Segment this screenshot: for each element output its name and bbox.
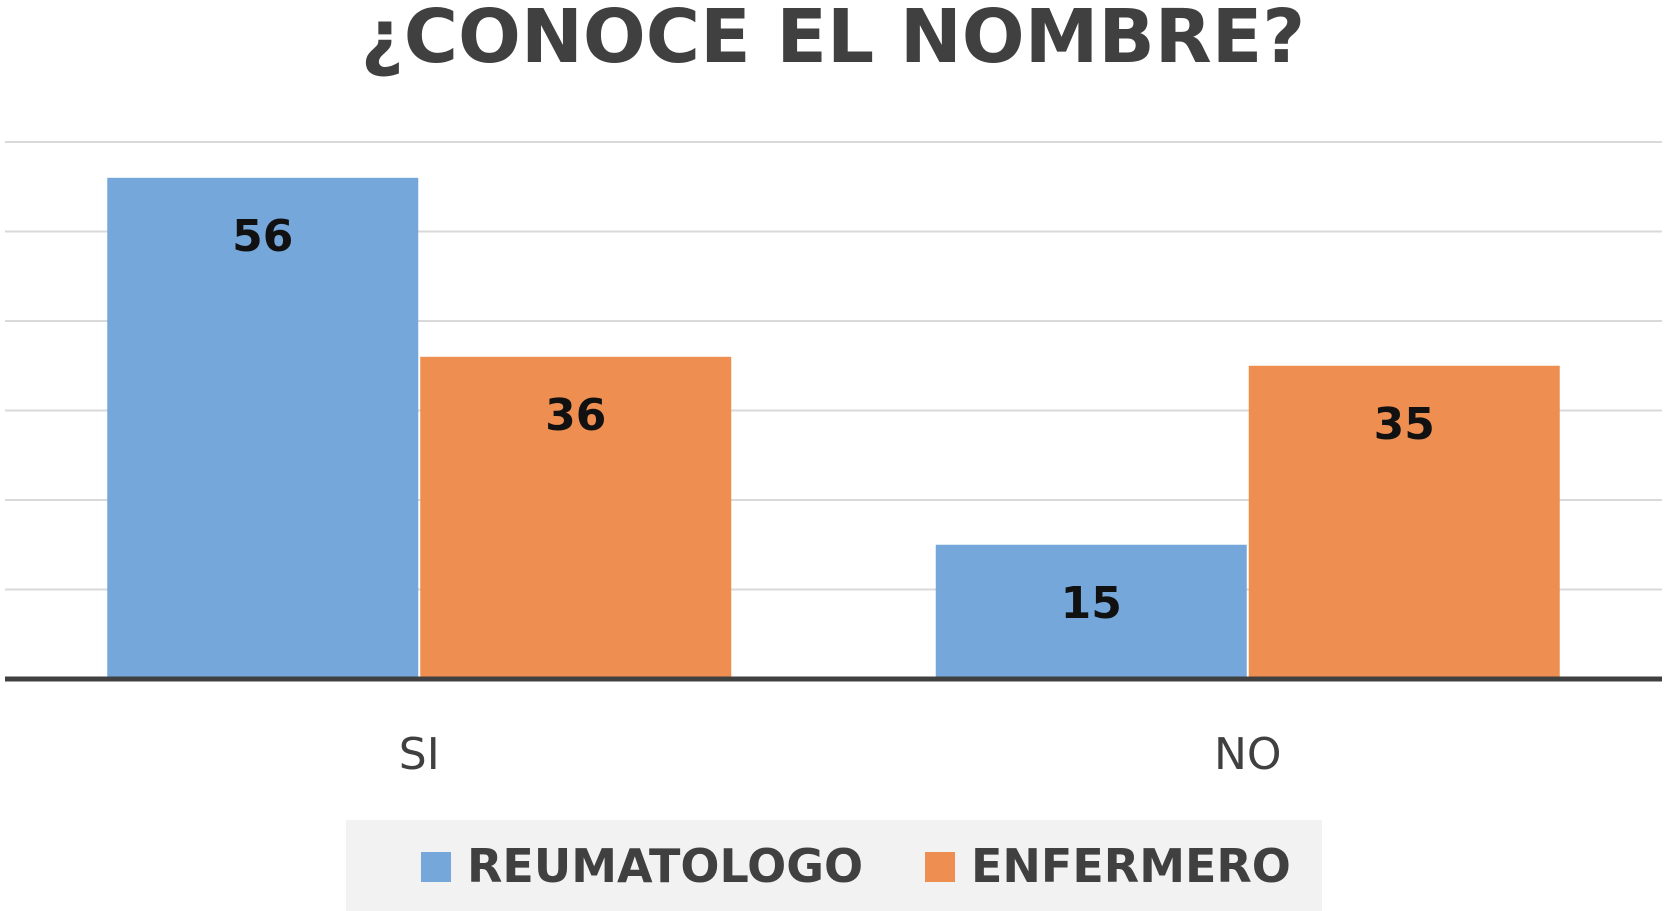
chart-title: ¿CONOCE EL NOMBRE?: [361, 0, 1305, 80]
data-label: 35: [1374, 399, 1435, 450]
legend: REUMATOLOGO ENFERMERO: [346, 820, 1322, 911]
category-labels: SI NO: [399, 729, 1282, 780]
data-label: 15: [1061, 578, 1122, 629]
data-label: 36: [545, 390, 606, 441]
legend-swatch-reumatologo: [421, 852, 451, 882]
data-labels: 56 36 15 35: [232, 211, 1435, 629]
bar-enfermero-si: [420, 356, 732, 679]
bar-reumatologo-si: [107, 177, 419, 680]
legend-background: [346, 820, 1322, 911]
bar-enfermero-no: [1248, 365, 1560, 679]
bars: [107, 177, 1560, 680]
category-label-si: SI: [399, 729, 440, 780]
legend-swatch-enfermero: [925, 852, 955, 882]
legend-label-enfermero: ENFERMERO: [971, 839, 1291, 893]
category-label-no: NO: [1214, 729, 1282, 780]
bar-reumatologo-no: [935, 544, 1247, 679]
legend-label-reumatologo: REUMATOLOGO: [467, 839, 863, 893]
data-label: 56: [232, 211, 293, 262]
